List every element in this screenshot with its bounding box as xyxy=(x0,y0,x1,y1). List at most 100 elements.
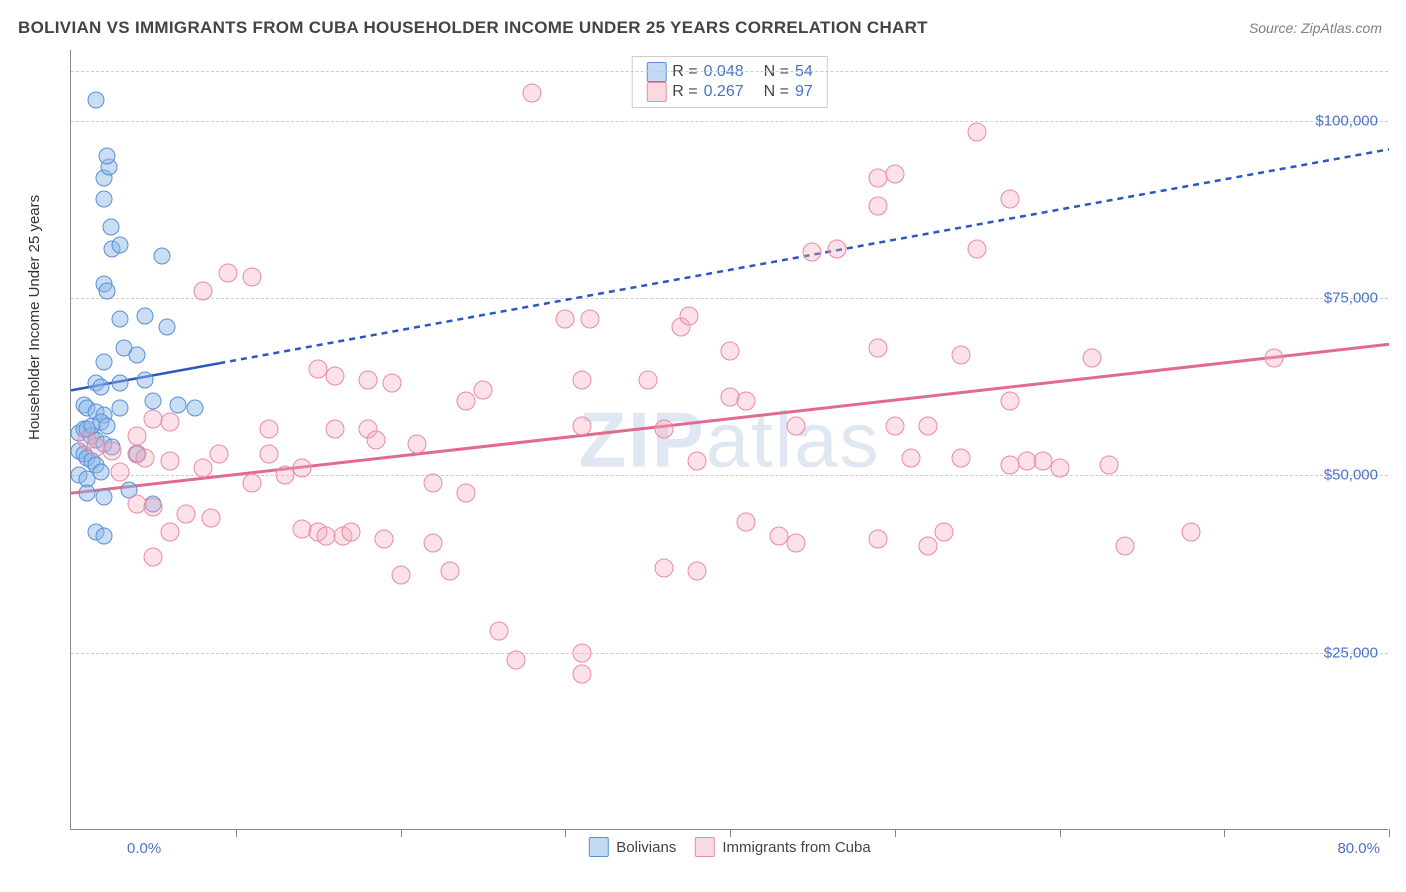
data-point xyxy=(407,434,426,453)
data-point xyxy=(259,445,278,464)
data-point xyxy=(556,310,575,329)
data-point xyxy=(210,445,229,464)
x-axis-min: 0.0% xyxy=(127,840,161,857)
data-point xyxy=(572,665,591,684)
data-point xyxy=(112,311,129,328)
x-tick xyxy=(401,829,402,837)
data-point xyxy=(786,416,805,435)
data-point xyxy=(918,537,937,556)
data-point xyxy=(243,473,262,492)
data-point xyxy=(918,416,937,435)
data-point xyxy=(145,393,162,410)
scatter-plot-area: ZIPatlas R = 0.048 N = 54 R = 0.267 N = … xyxy=(70,50,1388,830)
series-legend: Bolivians Immigrants from Cuba xyxy=(588,837,870,857)
data-point xyxy=(869,197,888,216)
data-point xyxy=(186,400,203,417)
data-point xyxy=(358,370,377,389)
chart-container: Householder Income Under 25 years ZIPatl… xyxy=(18,50,1388,850)
data-point xyxy=(292,459,311,478)
data-point xyxy=(202,509,221,528)
data-point xyxy=(1182,523,1201,542)
data-point xyxy=(193,459,212,478)
data-point xyxy=(1001,392,1020,411)
x-tick xyxy=(1060,829,1061,837)
x-tick xyxy=(1224,829,1225,837)
data-point xyxy=(170,396,187,413)
x-axis-max: 80.0% xyxy=(1337,840,1380,857)
data-point xyxy=(638,370,657,389)
data-point xyxy=(968,122,987,141)
swatch-blue-icon xyxy=(588,837,608,857)
data-point xyxy=(92,463,109,480)
data-point xyxy=(655,420,674,439)
data-point xyxy=(1099,455,1118,474)
data-point xyxy=(580,310,599,329)
legend-item-cuba: Immigrants from Cuba xyxy=(694,837,870,857)
data-point xyxy=(383,374,402,393)
data-point xyxy=(144,498,163,517)
data-point xyxy=(869,530,888,549)
data-point xyxy=(1264,349,1283,368)
data-point xyxy=(968,239,987,258)
data-point xyxy=(885,165,904,184)
data-point xyxy=(572,416,591,435)
data-point xyxy=(951,345,970,364)
data-point xyxy=(160,523,179,542)
data-point xyxy=(243,267,262,286)
legend-item-bolivians: Bolivians xyxy=(588,837,676,857)
trendlines-layer xyxy=(71,50,1389,830)
data-point xyxy=(679,306,698,325)
data-point xyxy=(325,420,344,439)
data-point xyxy=(92,378,109,395)
data-point xyxy=(457,392,476,411)
data-point xyxy=(95,488,112,505)
data-point xyxy=(828,239,847,258)
data-point xyxy=(375,530,394,549)
data-point xyxy=(259,420,278,439)
data-point xyxy=(99,148,116,165)
data-point xyxy=(111,462,130,481)
data-point xyxy=(1001,189,1020,208)
data-point xyxy=(112,237,129,254)
data-point xyxy=(366,431,385,450)
chart-title: BOLIVIAN VS IMMIGRANTS FROM CUBA HOUSEHO… xyxy=(18,18,928,38)
data-point xyxy=(102,219,119,236)
data-point xyxy=(87,91,104,108)
data-point xyxy=(342,523,361,542)
data-point xyxy=(1116,537,1135,556)
data-point xyxy=(160,413,179,432)
data-point xyxy=(112,400,129,417)
data-point xyxy=(490,622,509,641)
data-point xyxy=(786,533,805,552)
data-point xyxy=(95,354,112,371)
data-point xyxy=(655,558,674,577)
data-point xyxy=(935,523,954,542)
data-point xyxy=(885,416,904,435)
data-point xyxy=(440,562,459,581)
data-point xyxy=(424,533,443,552)
x-tick xyxy=(1389,829,1390,837)
data-point xyxy=(112,375,129,392)
x-tick xyxy=(565,829,566,837)
data-point xyxy=(218,264,237,283)
x-tick xyxy=(236,829,237,837)
data-point xyxy=(523,83,542,102)
data-point xyxy=(79,485,96,502)
data-point xyxy=(457,484,476,503)
source-label: Source: ZipAtlas.com xyxy=(1249,20,1382,36)
data-point xyxy=(737,512,756,531)
data-point xyxy=(95,190,112,207)
chart-header: BOLIVIAN VS IMMIGRANTS FROM CUBA HOUSEHO… xyxy=(0,0,1406,48)
data-point xyxy=(99,283,116,300)
data-point xyxy=(688,452,707,471)
data-point xyxy=(160,452,179,471)
x-tick xyxy=(730,829,731,837)
data-point xyxy=(473,381,492,400)
data-point xyxy=(103,441,122,460)
data-point xyxy=(572,370,591,389)
data-point xyxy=(391,565,410,584)
data-point xyxy=(158,318,175,335)
data-point xyxy=(737,392,756,411)
data-point xyxy=(99,417,116,434)
data-point xyxy=(153,247,170,264)
